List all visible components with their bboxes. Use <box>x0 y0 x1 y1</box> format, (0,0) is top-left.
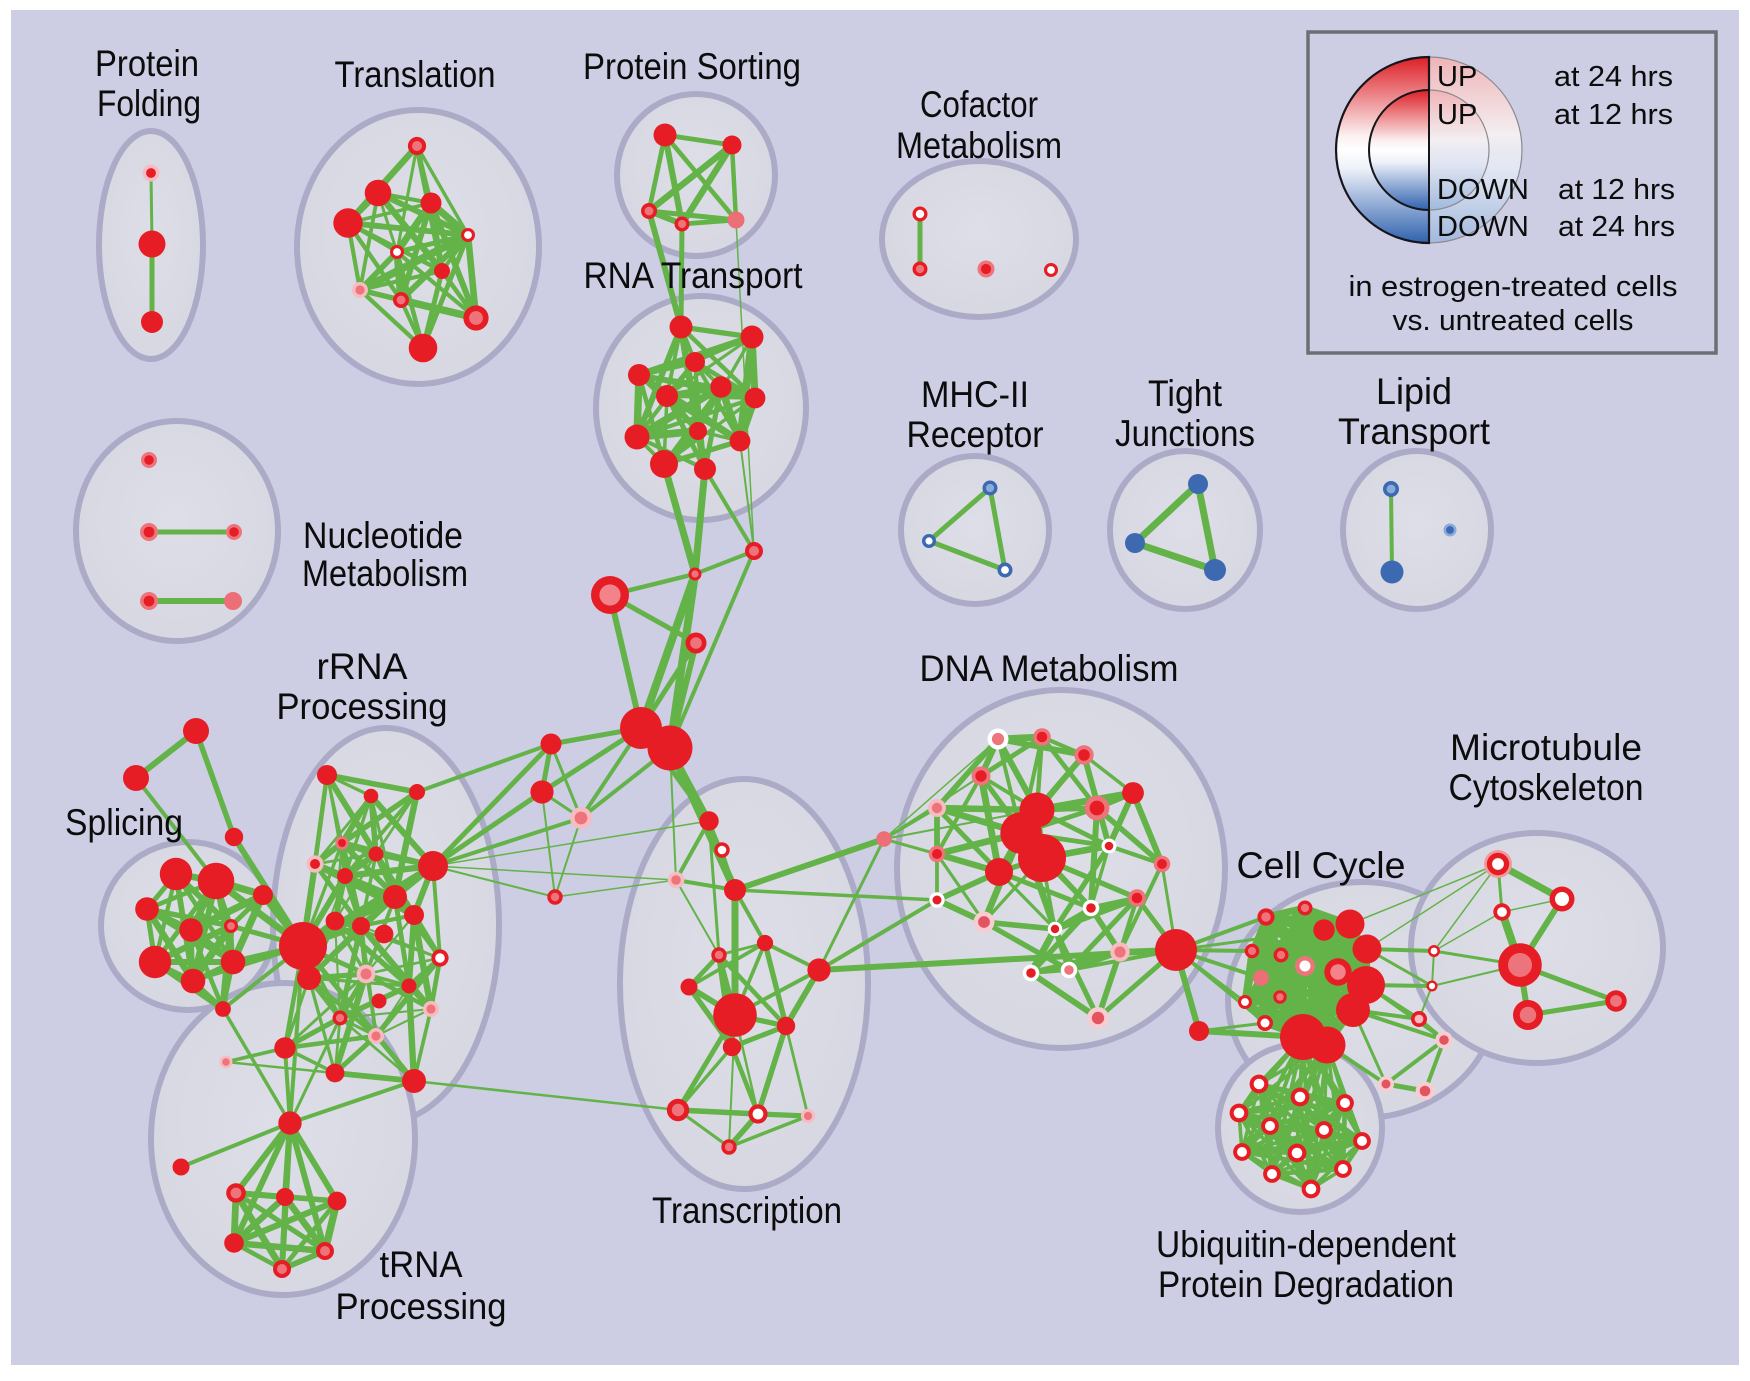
svg-text:Cofactor: Cofactor <box>920 83 1038 125</box>
svg-text:at 24 hrs: at 24 hrs <box>1554 61 1673 93</box>
svg-text:Protein Sorting: Protein Sorting <box>583 45 801 87</box>
svg-text:at 12 hrs: at 12 hrs <box>1554 99 1673 131</box>
svg-text:rRNA: rRNA <box>317 645 408 687</box>
svg-text:Protein Degradation: Protein Degradation <box>1158 1263 1454 1305</box>
svg-text:Metabolism: Metabolism <box>896 124 1062 166</box>
svg-text:Splicing: Splicing <box>65 801 183 843</box>
svg-text:Ubiquitin-dependent: Ubiquitin-dependent <box>1156 1223 1457 1265</box>
svg-text:tRNA: tRNA <box>380 1243 463 1285</box>
svg-text:Processing: Processing <box>336 1285 507 1327</box>
svg-text:Transport: Transport <box>1338 410 1491 452</box>
svg-text:at 12 hrs: at 12 hrs <box>1558 174 1675 206</box>
svg-text:UP: UP <box>1437 61 1477 93</box>
svg-text:Microtubule: Microtubule <box>1450 726 1642 768</box>
svg-text:RNA Transport: RNA Transport <box>584 254 804 296</box>
svg-text:Translation: Translation <box>335 53 496 95</box>
svg-text:Receptor: Receptor <box>907 413 1044 455</box>
svg-text:in estrogen-treated cells: in estrogen-treated cells <box>1349 271 1678 303</box>
svg-text:Lipid: Lipid <box>1376 370 1452 412</box>
svg-text:at 24 hrs: at 24 hrs <box>1558 211 1675 243</box>
svg-text:Folding: Folding <box>97 82 201 124</box>
svg-text:Nucleotide: Nucleotide <box>303 514 463 556</box>
svg-text:vs. untreated cells: vs. untreated cells <box>1393 305 1634 337</box>
svg-text:Transcription: Transcription <box>652 1189 842 1231</box>
svg-text:DNA Metabolism: DNA Metabolism <box>920 647 1179 689</box>
svg-text:Metabolism: Metabolism <box>302 552 468 594</box>
svg-text:Protein: Protein <box>95 42 199 84</box>
svg-text:UP: UP <box>1437 99 1477 131</box>
svg-text:DOWN: DOWN <box>1437 211 1529 243</box>
svg-text:Junctions: Junctions <box>1115 412 1255 454</box>
svg-text:Cytoskeleton: Cytoskeleton <box>1449 766 1644 808</box>
svg-text:Tight: Tight <box>1148 372 1223 414</box>
svg-text:Processing: Processing <box>277 685 448 727</box>
svg-text:DOWN: DOWN <box>1437 174 1529 206</box>
svg-text:MHC-II: MHC-II <box>921 373 1029 415</box>
svg-text:Cell Cycle: Cell Cycle <box>1237 844 1406 886</box>
